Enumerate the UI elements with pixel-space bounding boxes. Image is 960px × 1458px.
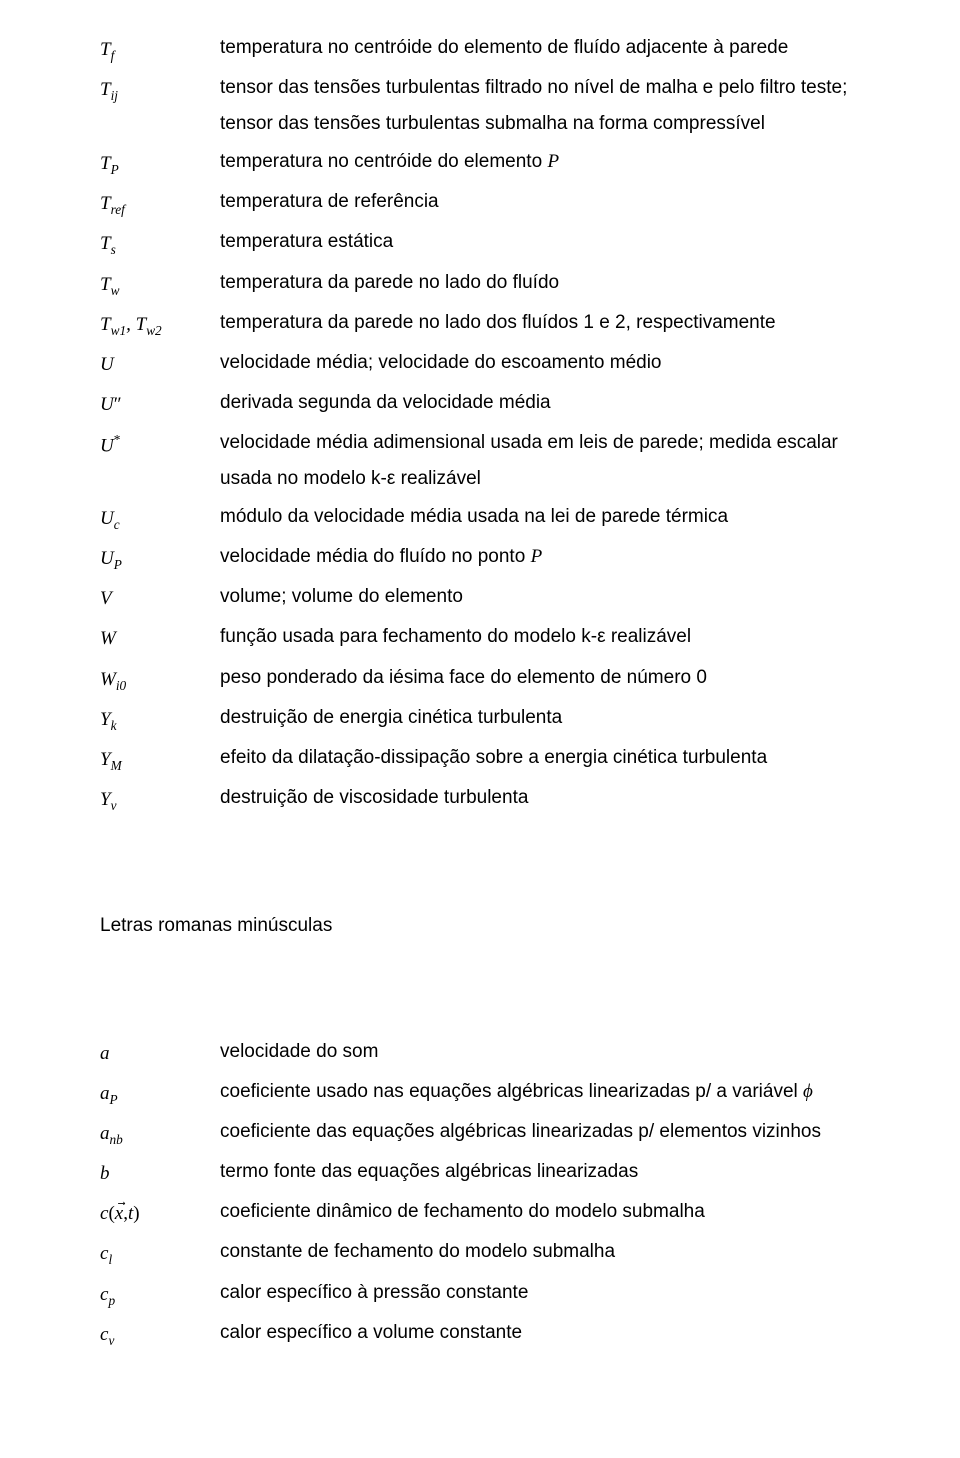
lower-def-symbol: cl — [100, 1234, 220, 1272]
upper-def-symbol: Wi0 — [100, 660, 220, 698]
upper-def-symbol: Tref — [100, 184, 220, 222]
lower-def-description: coeficiente usado nas equações algébrica… — [220, 1074, 890, 1110]
lower-def-symbol: a — [100, 1034, 220, 1072]
lower-definitions-list: avelocidade do somaPcoeficiente usado na… — [100, 1034, 890, 1353]
upper-def-symbol: Yν — [100, 780, 220, 818]
page: Tftemperatura no centróide do elemento d… — [0, 0, 960, 1458]
upper-def-symbol: Ts — [100, 224, 220, 262]
lower-def-description: calor específico à pressão constante — [220, 1275, 890, 1311]
lower-def-row: avelocidade do som — [100, 1034, 890, 1072]
lower-def-row: cpcalor específico à pressão constante — [100, 1275, 890, 1313]
upper-def-symbol: U* — [100, 425, 220, 464]
section-title: Letras romanas minúsculas — [100, 908, 890, 944]
upper-def-symbol: Tij — [100, 70, 220, 108]
lower-def-description: termo fonte das equações algébricas line… — [220, 1154, 890, 1190]
upper-def-row: Wi0peso ponderado da iésima face do elem… — [100, 660, 890, 698]
lower-def-description: velocidade do som — [220, 1034, 890, 1070]
upper-def-description: derivada segunda da velocidade média — [220, 385, 890, 421]
upper-def-description: função usada para fechamento do modelo k… — [220, 619, 890, 655]
lower-def-row: aPcoeficiente usado nas equações algébri… — [100, 1074, 890, 1112]
upper-def-row: Yνdestruição de viscosidade turbulenta — [100, 780, 890, 818]
upper-def-description: temperatura da parede no lado do fluído — [220, 265, 890, 301]
lower-def-description: coeficiente dinâmico de fechamento do mo… — [220, 1194, 890, 1230]
lower-def-row: btermo fonte das equações algébricas lin… — [100, 1154, 890, 1192]
upper-def-symbol: TP — [100, 144, 220, 182]
upper-def-row: U*velocidade média adimensional usada em… — [100, 425, 890, 497]
upper-def-description: destruição de energia cinética turbulent… — [220, 700, 890, 736]
lower-def-description: coeficiente das equações algébricas line… — [220, 1114, 890, 1150]
lower-def-symbol: b — [100, 1154, 220, 1192]
upper-def-symbol: YM — [100, 740, 220, 778]
upper-def-symbol: Tw — [100, 265, 220, 303]
upper-def-symbol: Yk — [100, 700, 220, 738]
upper-def-symbol: Tf — [100, 30, 220, 68]
upper-def-description: peso ponderado da iésima face do element… — [220, 660, 890, 696]
lower-def-row: anbcoeficiente das equações algébricas l… — [100, 1114, 890, 1152]
lower-def-symbol: aP — [100, 1074, 220, 1112]
upper-def-description: temperatura da parede no lado dos fluído… — [220, 305, 890, 341]
lower-def-description: calor específico a volume constante — [220, 1315, 890, 1351]
upper-def-description: temperatura no centróide do elemento de … — [220, 30, 890, 66]
upper-def-row: Ykdestruição de energia cinética turbule… — [100, 700, 890, 738]
lower-def-symbol: cp — [100, 1275, 220, 1313]
upper-def-row: Vvolume; volume do elemento — [100, 579, 890, 617]
upper-def-description: tensor das tensões turbulentas filtrado … — [220, 70, 890, 142]
upper-def-description: efeito da dilatação-dissipação sobre a e… — [220, 740, 890, 776]
upper-def-row: Treftemperatura de referência — [100, 184, 890, 222]
upper-def-description: temperatura estática — [220, 224, 890, 260]
lower-def-symbol: c(x⃗,t) — [100, 1194, 220, 1232]
upper-def-symbol: UP — [100, 539, 220, 577]
upper-def-row: Tijtensor das tensões turbulentas filtra… — [100, 70, 890, 142]
upper-def-description: módulo da velocidade média usada na lei … — [220, 499, 890, 535]
upper-definitions-list: Tftemperatura no centróide do elemento d… — [100, 30, 890, 818]
upper-def-row: Tw1, Tw2temperatura da parede no lado do… — [100, 305, 890, 343]
upper-def-row: Ucmódulo da velocidade média usada na le… — [100, 499, 890, 537]
lower-def-row: cvcalor específico a volume constante — [100, 1315, 890, 1353]
upper-def-row: YMefeito da dilatação-dissipação sobre a… — [100, 740, 890, 778]
upper-def-description: velocidade média adimensional usada em l… — [220, 425, 890, 497]
lower-def-description: constante de fechamento do modelo submal… — [220, 1234, 890, 1270]
upper-def-description: destruição de viscosidade turbulenta — [220, 780, 890, 816]
upper-def-row: U″derivada segunda da velocidade média — [100, 385, 890, 423]
upper-def-description: volume; volume do elemento — [220, 579, 890, 615]
lower-def-symbol: cv — [100, 1315, 220, 1353]
upper-def-row: Uvelocidade média; velocidade do escoame… — [100, 345, 890, 383]
upper-def-row: UPvelocidade média do fluído no ponto P — [100, 539, 890, 577]
upper-def-symbol: Tw1, Tw2 — [100, 305, 220, 343]
upper-def-symbol: W — [100, 619, 220, 657]
upper-def-description: velocidade média do fluído no ponto P — [220, 539, 890, 575]
upper-def-symbol: Uc — [100, 499, 220, 537]
lower-def-row: c(x⃗,t)coeficiente dinâmico de fechament… — [100, 1194, 890, 1232]
lower-def-symbol: anb — [100, 1114, 220, 1152]
upper-def-symbol: V — [100, 579, 220, 617]
upper-def-symbol: U — [100, 345, 220, 383]
upper-def-row: TPtemperatura no centróide do elemento P — [100, 144, 890, 182]
upper-def-description: temperatura no centróide do elemento P — [220, 144, 890, 180]
lower-def-row: clconstante de fechamento do modelo subm… — [100, 1234, 890, 1272]
upper-def-row: Tstemperatura estática — [100, 224, 890, 262]
upper-def-description: velocidade média; velocidade do escoamen… — [220, 345, 890, 381]
upper-def-row: Wfunção usada para fechamento do modelo … — [100, 619, 890, 657]
upper-def-symbol: U″ — [100, 385, 220, 423]
upper-def-row: Tftemperatura no centróide do elemento d… — [100, 30, 890, 68]
upper-def-row: Twtemperatura da parede no lado do fluíd… — [100, 265, 890, 303]
upper-def-description: temperatura de referência — [220, 184, 890, 220]
